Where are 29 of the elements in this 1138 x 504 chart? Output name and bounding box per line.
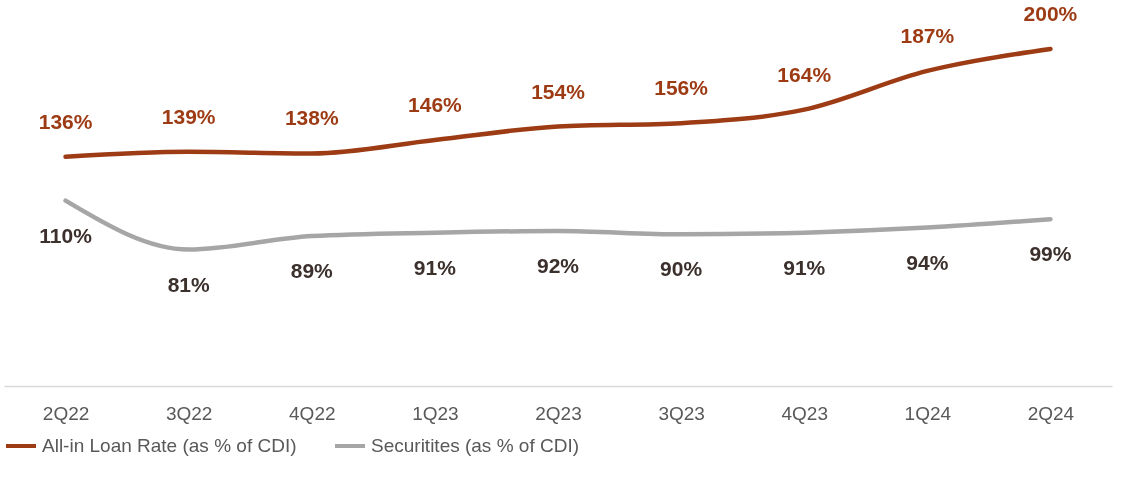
data-label: 139% <box>161 104 216 128</box>
data-label: 200% <box>1023 2 1078 25</box>
data-label: 156% <box>654 76 709 100</box>
data-label: 136% <box>38 109 93 133</box>
data-label: 92% <box>536 253 580 277</box>
data-label: 89% <box>290 259 334 283</box>
x-tick-label: 3Q22 <box>165 402 213 424</box>
data-label: 138% <box>284 106 339 130</box>
data-label: 146% <box>408 92 463 116</box>
x-tick-label: 2Q24 <box>1027 402 1075 424</box>
legend-label: Securitites (as % of CDI) <box>371 435 579 456</box>
data-label: 99% <box>1029 242 1072 266</box>
data-label: 91% <box>413 255 457 279</box>
x-tick-label: 4Q22 <box>289 402 336 424</box>
x-tick-label: 4Q23 <box>781 402 828 424</box>
data-label: 164% <box>777 62 832 86</box>
data-label: 110% <box>39 223 93 247</box>
x-tick-label: 1Q24 <box>904 402 952 424</box>
data-label: 81% <box>167 272 211 296</box>
x-tick-label: 3Q23 <box>658 402 705 424</box>
data-label: 187% <box>900 23 955 47</box>
x-tick-label: 2Q23 <box>535 402 582 424</box>
data-label: 90% <box>660 257 703 281</box>
x-tick-label: 1Q23 <box>412 402 459 424</box>
data-label: 91% <box>783 255 826 279</box>
legend-label: All-in Loan Rate (as % of CDI) <box>42 435 297 456</box>
data-label: 94% <box>906 250 949 274</box>
x-tick-label: 2Q22 <box>42 402 90 424</box>
data-label: 154% <box>531 79 586 103</box>
